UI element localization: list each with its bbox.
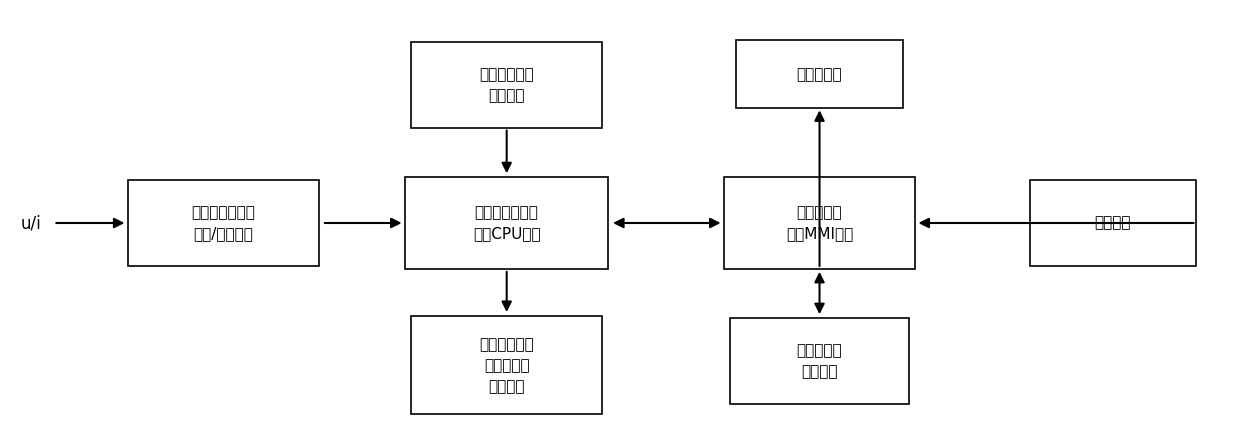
Text: 开关量输入：: 开关量输入： bbox=[480, 67, 534, 82]
Text: 数据采集单元：: 数据采集单元： bbox=[191, 205, 255, 220]
Text: 液晶显示器: 液晶显示器 bbox=[797, 67, 842, 82]
Bar bbox=[405, 177, 609, 269]
Text: 按键输入: 按键输入 bbox=[1095, 215, 1131, 231]
Text: 通信模件: 通信模件 bbox=[801, 364, 838, 379]
Text: 保护CPU模件: 保护CPU模件 bbox=[472, 226, 541, 241]
Text: 开出模件、: 开出模件、 bbox=[484, 358, 529, 373]
Text: 交流/采样模件: 交流/采样模件 bbox=[193, 226, 253, 241]
Bar bbox=[730, 318, 909, 404]
Text: 监控MMI模件: 监控MMI模件 bbox=[786, 226, 853, 241]
Bar bbox=[128, 180, 319, 266]
Bar bbox=[412, 316, 603, 414]
Bar bbox=[412, 42, 603, 128]
Text: 出口模件: 出口模件 bbox=[489, 379, 525, 394]
Bar bbox=[737, 40, 903, 108]
Text: 通信单元：: 通信单元： bbox=[797, 343, 842, 358]
Text: u/i: u/i bbox=[21, 214, 42, 232]
Bar bbox=[1029, 180, 1195, 266]
Text: 开入模件: 开入模件 bbox=[489, 88, 525, 103]
Bar bbox=[724, 177, 915, 269]
Text: 人机接口：: 人机接口： bbox=[797, 205, 842, 220]
Text: 数据处理单元：: 数据处理单元： bbox=[475, 205, 538, 220]
Text: 开关量输出：: 开关量输出： bbox=[480, 337, 534, 352]
